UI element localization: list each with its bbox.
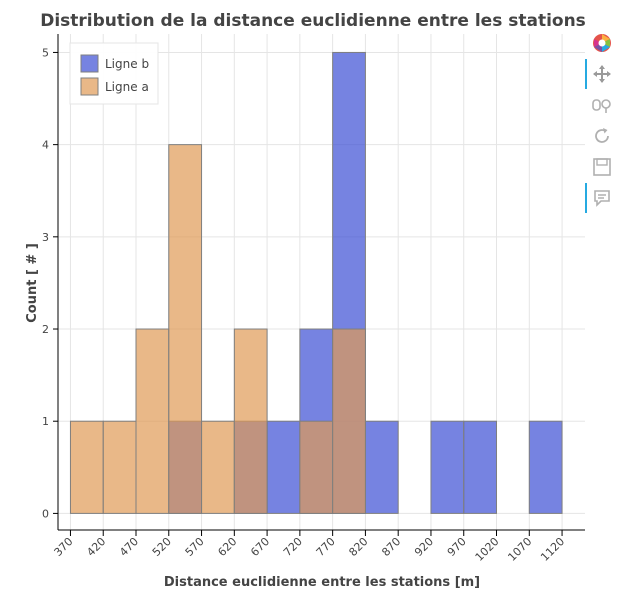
histogram-bar[interactable]: [168, 144, 203, 514]
y-axis-title: Count [ # ]: [25, 243, 40, 323]
box-zoom-tool-button[interactable]: [589, 92, 615, 118]
box-zoom-icon: [592, 99, 611, 113]
reset-tool-button[interactable]: [589, 123, 615, 149]
pan-tool-button[interactable]: [585, 59, 615, 89]
histogram-bar[interactable]: [430, 420, 465, 514]
histogram-bar[interactable]: [364, 420, 399, 514]
legend-label: Ligne a: [105, 80, 149, 94]
histogram-bar[interactable]: [299, 420, 334, 514]
reset-icon: [595, 128, 609, 143]
histogram-bar[interactable]: [201, 420, 235, 514]
legend-label: Ligne b: [105, 57, 149, 71]
legend-swatch: [80, 77, 99, 96]
histogram-bar[interactable]: [332, 328, 366, 514]
save-tool-button[interactable]: [589, 154, 615, 180]
x-axis-title: Distance euclidienne entre les stations …: [164, 575, 480, 590]
histogram-bar[interactable]: [233, 328, 268, 514]
legend-swatch: [80, 54, 99, 73]
y-tick-label: 4: [42, 139, 49, 152]
y-tick-label: 5: [42, 46, 49, 59]
y-tick-label: 3: [42, 231, 49, 244]
histogram-bar[interactable]: [266, 420, 301, 514]
histogram-bar[interactable]: [102, 420, 137, 514]
histogram-bar[interactable]: [463, 420, 498, 514]
y-tick-label: 1: [42, 415, 49, 428]
y-tick-label: 2: [42, 323, 49, 336]
chart-title: Distribution de la distance euclidienne …: [40, 11, 586, 31]
save-icon: [593, 158, 611, 176]
bokeh-logo-button[interactable]: [589, 30, 615, 56]
y-tick-label: 0: [42, 507, 49, 520]
chart-toolbar: [585, 30, 618, 216]
histogram-bar[interactable]: [135, 328, 170, 514]
legend: Ligne b Ligne a: [69, 42, 159, 105]
histogram-bar[interactable]: [528, 420, 563, 514]
histogram-bar[interactable]: [69, 420, 104, 514]
pan-icon: [593, 65, 611, 83]
hover-icon: [594, 190, 610, 207]
hover-tool-button[interactable]: [585, 183, 615, 213]
bokeh-logo-icon: [593, 34, 611, 52]
